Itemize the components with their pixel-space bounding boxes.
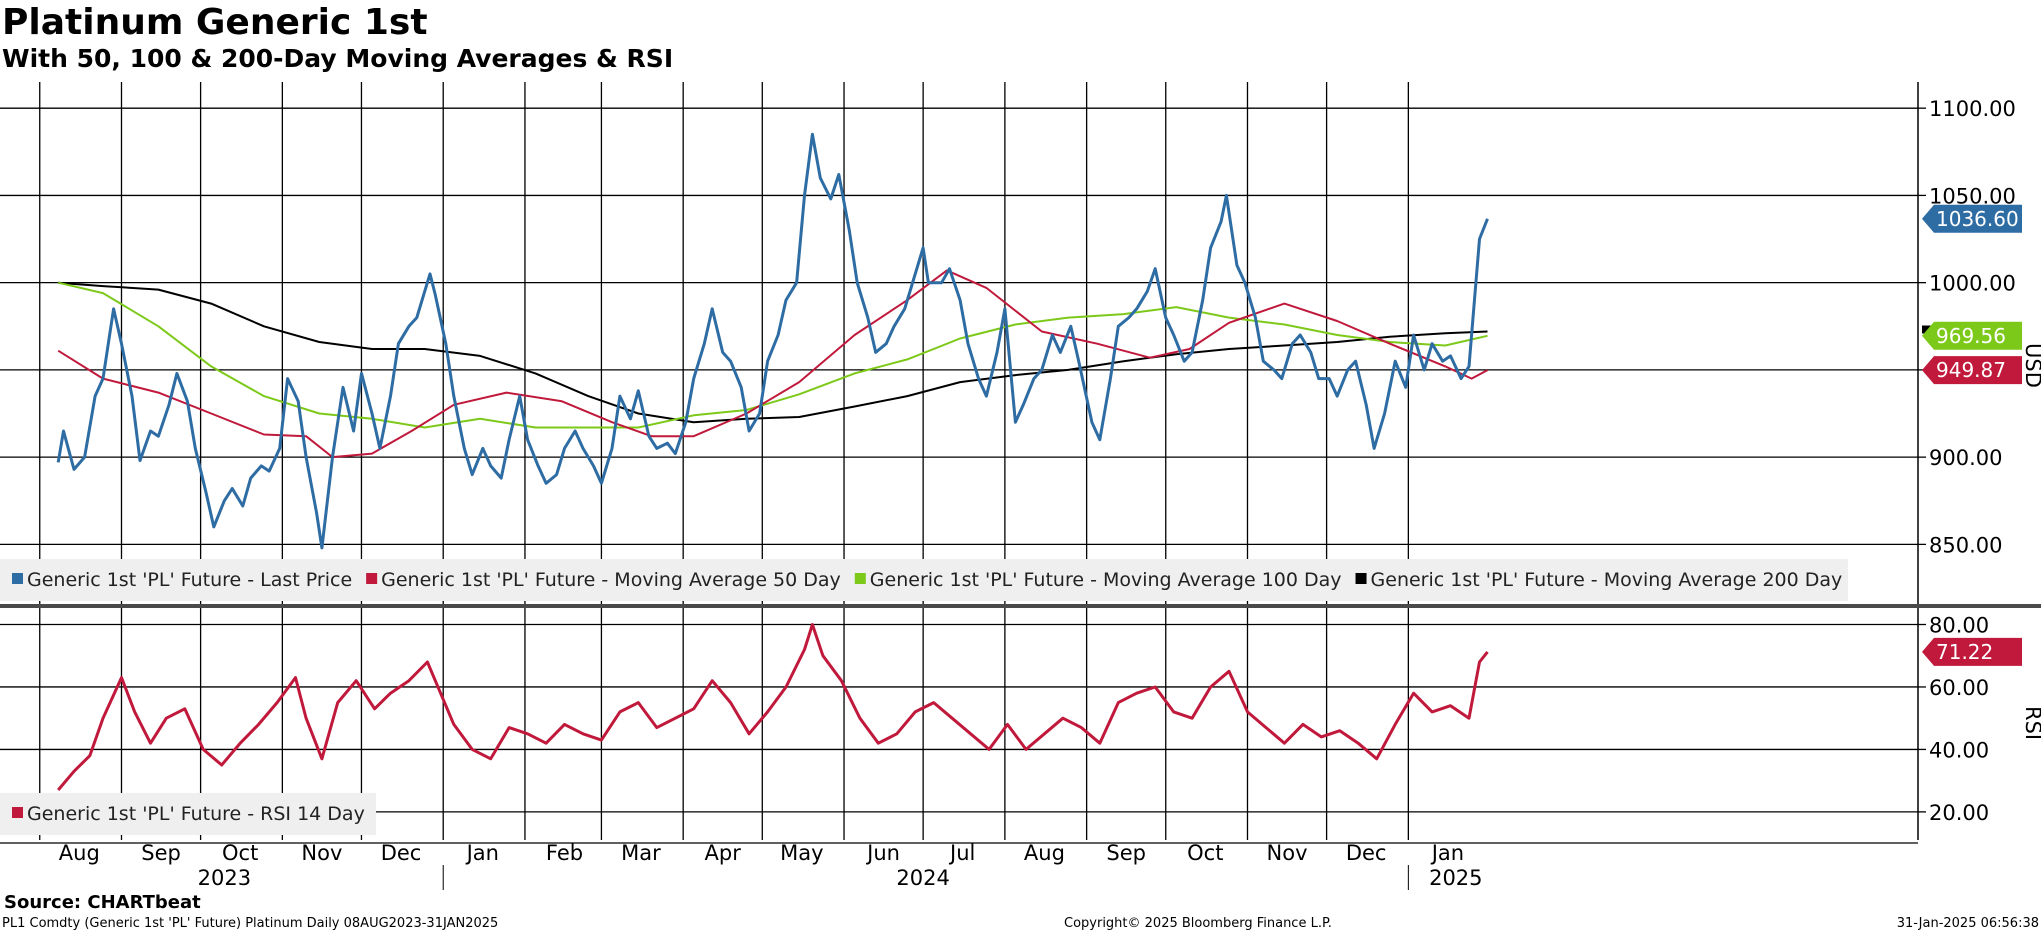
x-month-label: Oct xyxy=(1187,841,1223,865)
x-month-label: Sep xyxy=(1106,841,1146,865)
price-tick-label: 850.00 xyxy=(1929,533,2002,557)
price-legend-bg xyxy=(0,559,1848,601)
price-legend-label: Generic 1st 'PL' Future - Last Price xyxy=(27,569,352,591)
ma50-last-badge-bg xyxy=(1922,356,2022,385)
price-tick-label: 900.00 xyxy=(1929,446,2002,470)
x-month-label: Sep xyxy=(141,841,181,865)
price-legend-swatch xyxy=(366,573,378,584)
x-month-label: Apr xyxy=(705,841,742,865)
x-year-label: 2024 xyxy=(896,866,949,890)
rsi-legend-label: Generic 1st 'PL' Future - RSI 14 Day xyxy=(27,803,365,825)
x-month-label: Aug xyxy=(1024,841,1065,865)
footer-copyright: Copyright© 2025 Bloomberg Finance L.P. xyxy=(1064,916,1332,931)
rsi-tick-label: 20.00 xyxy=(1929,801,1989,825)
x-month-label: Jul xyxy=(948,841,975,865)
price-last-badge-text: 1036.60 xyxy=(1936,207,2019,231)
x-month-label: Aug xyxy=(59,841,100,865)
rsi-line xyxy=(57,623,1489,791)
rsi-tick-label: 80.00 xyxy=(1929,613,1989,637)
ma100-last-badge-text: 969.56 xyxy=(1936,324,2006,348)
ma50-last-badge-text: 949.87 xyxy=(1936,358,2006,382)
footer-timestamp: 31-Jan-2025 06:56:38 xyxy=(1896,916,2039,931)
price-last-badge-bg xyxy=(1922,204,2022,233)
price-axis-title: USD xyxy=(2021,343,2041,388)
rsi-last-badge-bg xyxy=(1922,637,2022,666)
ma100-last-badge-bg xyxy=(1922,321,2022,350)
rsi-legend-swatch xyxy=(12,807,23,818)
x-year-label: 2025 xyxy=(1429,866,1482,890)
x-month-label: Dec xyxy=(381,841,422,865)
ma200-line xyxy=(58,281,1488,424)
chart-title: Platinum Generic 1st xyxy=(2,2,428,43)
x-month-label: Jun xyxy=(865,841,900,865)
rsi-tick-label: 60.00 xyxy=(1929,676,1989,700)
price-tick-label: 1100.00 xyxy=(1929,97,2016,121)
price-legend-label: Generic 1st 'PL' Future - Moving Average… xyxy=(381,569,841,591)
price-tick-label: 1050.00 xyxy=(1929,184,2016,208)
price-legend-label: Generic 1st 'PL' Future - Moving Average… xyxy=(1371,569,1843,591)
x-month-label: Oct xyxy=(222,841,258,865)
source-label: Source: CHARTbeat xyxy=(4,892,201,913)
x-month-label: Feb xyxy=(546,841,583,865)
x-month-label: Jan xyxy=(465,841,499,865)
rsi-axis-title: RSI xyxy=(2021,706,2041,740)
price-tick-label: 1000.00 xyxy=(1929,272,2016,296)
chart-subtitle: With 50, 100 & 200-Day Moving Averages &… xyxy=(2,44,674,73)
ma50-line xyxy=(57,269,1488,459)
footer-ticker-info: PL1 Comdty (Generic 1st 'PL' Future) Pla… xyxy=(2,916,499,931)
price-legend-swatch xyxy=(854,573,866,584)
rsi-legend-bg xyxy=(0,793,376,835)
x-month-label: Nov xyxy=(301,841,342,865)
rsi-last-badge-text: 71.22 xyxy=(1936,640,1993,664)
x-month-label: Mar xyxy=(621,841,661,865)
x-month-label: Dec xyxy=(1346,841,1387,865)
rsi-tick-label: 40.00 xyxy=(1929,738,1989,762)
price-legend-swatch xyxy=(12,573,23,584)
price-panel-bg xyxy=(0,82,1918,608)
price-legend-swatch xyxy=(1355,573,1367,584)
x-month-label: Jan xyxy=(1430,841,1464,865)
x-month-label: May xyxy=(780,841,823,865)
x-year-label: 2023 xyxy=(198,866,251,890)
price-line xyxy=(56,132,1489,550)
price-legend-label: Generic 1st 'PL' Future - Moving Average… xyxy=(870,569,1342,591)
x-month-label: Nov xyxy=(1267,841,1308,865)
